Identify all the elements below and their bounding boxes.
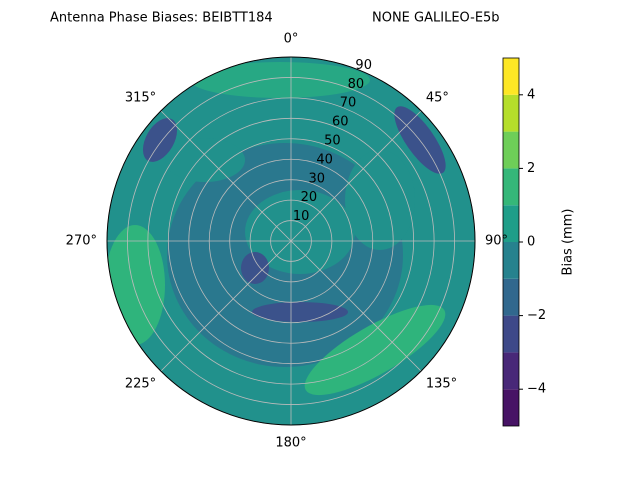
r-tick-label: 50	[324, 134, 341, 149]
theta-tick-label: 315°	[125, 91, 156, 106]
grid-spoke	[290, 240, 422, 372]
r-tick-label: 10	[293, 209, 310, 224]
colorbar-band	[503, 278, 519, 316]
contour-region	[165, 138, 245, 182]
colorbar-band	[503, 58, 519, 95]
colorbar-tick-label: 4	[527, 87, 535, 102]
colorbar-band	[503, 315, 519, 353]
grid-spoke	[160, 110, 292, 242]
colorbar-tick-label: −4	[527, 382, 546, 397]
contour-region	[345, 150, 415, 250]
grid-spoke	[160, 240, 292, 372]
r-tick-label: 20	[301, 190, 318, 205]
r-tick-label: 30	[308, 171, 325, 186]
contour-region	[107, 225, 165, 345]
theta-tick-label: 270°	[66, 234, 97, 249]
colorbar-tick-label: 2	[527, 161, 535, 176]
colorbar-band	[503, 352, 519, 390]
contour-region	[252, 302, 348, 322]
chart-title: Antenna Phase Biases: BEIBTT184	[50, 11, 273, 26]
colorbar: −4 −2 0 2 4 Bias (mm)	[502, 57, 576, 427]
theta-tick-label: 45°	[426, 91, 449, 106]
colorbar-band	[503, 242, 519, 279]
chart-subtitle: NONE GALILEO-E5b	[372, 11, 500, 26]
theta-tick-label: 225°	[125, 376, 156, 391]
polar-frame	[106, 56, 476, 426]
grid-spoke	[290, 110, 422, 242]
r-tick-label: 70	[340, 96, 357, 111]
theta-tick-label: 135°	[426, 376, 457, 391]
theta-tick-label: 90°	[485, 234, 508, 249]
colorbar-band	[503, 389, 519, 426]
colorbar-tick-label: 0	[527, 235, 535, 250]
r-tick-label: 90	[355, 58, 372, 73]
theta-tick-label: 0°	[284, 32, 299, 47]
colorbar-band	[503, 168, 519, 206]
r-tick-label: 40	[316, 152, 333, 167]
theta-tick-label: 180°	[275, 436, 306, 451]
colorbar-band	[503, 94, 519, 132]
colorbar-tick-label: −2	[527, 308, 546, 323]
r-tick-label: 80	[348, 77, 365, 92]
contour-region	[241, 252, 269, 284]
contour-region	[142, 118, 178, 162]
r-tick-label: 60	[332, 115, 349, 130]
polar-grid	[106, 56, 476, 426]
contour-region	[190, 62, 370, 98]
colorbar-band	[503, 131, 519, 169]
colorbar-label: Bias (mm)	[561, 209, 576, 276]
colorbar-band	[503, 205, 519, 242]
contour-region	[304, 304, 446, 396]
